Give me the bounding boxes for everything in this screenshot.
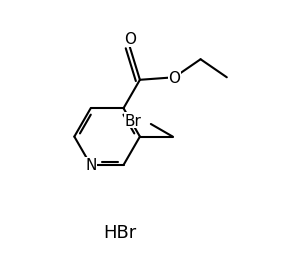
Text: HBr: HBr [103, 224, 136, 242]
Text: O: O [124, 31, 136, 46]
Text: Br: Br [125, 113, 142, 128]
Text: O: O [168, 71, 180, 85]
Text: N: N [85, 158, 96, 173]
